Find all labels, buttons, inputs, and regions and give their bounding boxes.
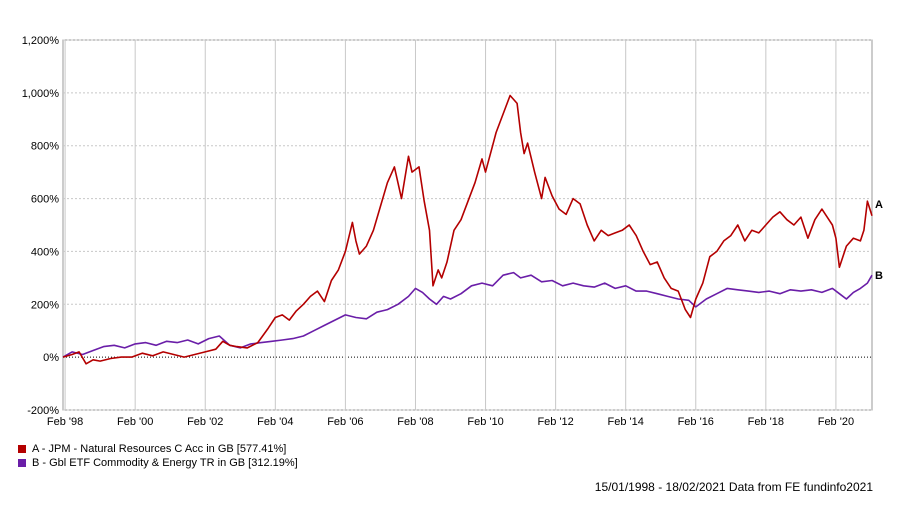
- axis-layer: -200% 0% 200% 400% 600% 800% 1,000% 1,200% Feb '…: [22, 35, 854, 428]
- x-tick-label: Feb '18: [748, 416, 784, 428]
- y-tick-label: 400%: [31, 246, 59, 258]
- legend-swatch-b: [18, 459, 26, 467]
- x-tick-label: Feb '10: [467, 416, 503, 428]
- x-tick-label: Feb '16: [678, 416, 714, 428]
- x-tick-label: Feb '12: [537, 416, 573, 428]
- series-line-b: [62, 271, 873, 358]
- y-tick-label: 0%: [43, 352, 59, 364]
- y-tick-label: -200%: [27, 405, 59, 417]
- series-end-label-b: B: [875, 270, 883, 282]
- legend-label-b: B - Gbl ETF Commodity & Energy TR in GB …: [32, 457, 298, 469]
- series-line-a: [62, 94, 873, 365]
- x-tick-label: Feb '02: [187, 416, 223, 428]
- legend: A - JPM - Natural Resources C Acc in GB …: [18, 442, 298, 470]
- x-tick-label: Feb '98: [47, 416, 83, 428]
- y-tick-label: 200%: [31, 299, 59, 311]
- legend-label-a: A - JPM - Natural Resources C Acc in GB …: [32, 443, 287, 455]
- x-tick-label: Feb '06: [327, 416, 363, 428]
- x-tick-label: Feb '20: [818, 416, 854, 428]
- series-end-label-a: A: [875, 199, 883, 211]
- x-tick-label: Feb '08: [397, 416, 433, 428]
- x-tick-label: Feb '04: [257, 416, 293, 428]
- legend-item-b: B - Gbl ETF Commodity & Energy TR in GB …: [18, 456, 298, 470]
- date-range-source-note: 15/01/1998 - 18/02/2021 Data from FE fun…: [594, 480, 873, 494]
- x-tick-label: Feb '14: [608, 416, 644, 428]
- x-tick-label: Feb '00: [117, 416, 153, 428]
- y-tick-label: 800%: [31, 141, 59, 153]
- y-tick-label: 600%: [31, 194, 59, 206]
- series-layer: BA: [62, 94, 883, 365]
- y-tick-label: 1,000%: [22, 88, 60, 100]
- legend-item-a: A - JPM - Natural Resources C Acc in GB …: [18, 442, 298, 456]
- grid-layer: [63, 39, 872, 411]
- y-tick-label: 1,200%: [22, 35, 60, 47]
- line-chart: -200% 0% 200% 400% 600% 800% 1,000% 1,200% Feb '…: [22, 35, 883, 428]
- legend-swatch-a: [18, 445, 26, 453]
- plot-border: [62, 39, 873, 411]
